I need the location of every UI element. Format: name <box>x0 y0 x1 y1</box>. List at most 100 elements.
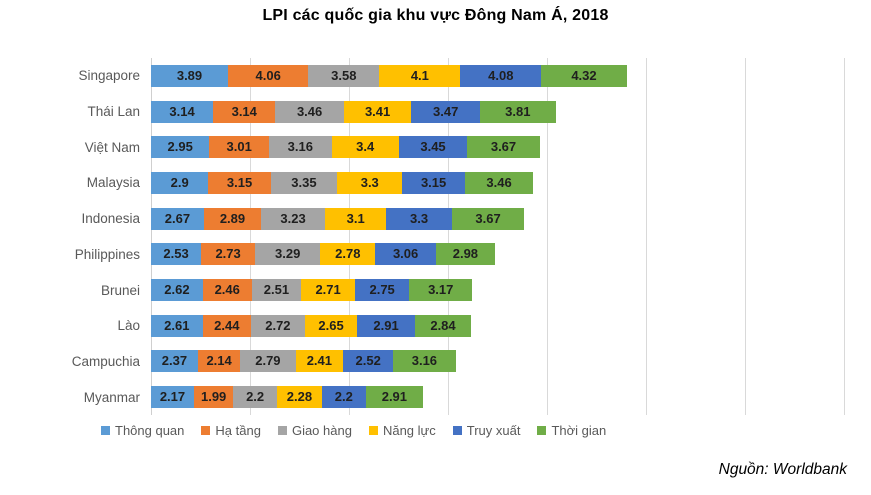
bar-segment: 2.65 <box>304 314 358 337</box>
category-label: Myanmar <box>83 389 140 405</box>
bar-segment: 2.37 <box>151 350 198 373</box>
bar-segment: 2.41 <box>295 350 344 373</box>
bar-value-label: 2.62 <box>164 282 190 298</box>
category-label: Brunei <box>100 282 140 298</box>
bar-value-label: 2.44 <box>214 317 240 333</box>
legend-marker-icon <box>452 425 462 435</box>
stacked-bar: 2.95 3.01 3.16 3.4 3.45 3.67 <box>151 136 540 159</box>
bar-segment: 2.89 <box>203 207 262 230</box>
stacked-bar: 2.17 1.99 2.2 2.28 2.2 2.91 <box>151 386 424 409</box>
bar-value-label: 2.98 <box>452 246 479 262</box>
bar-value-label: 2.84 <box>430 317 456 333</box>
legend-marker-icon <box>277 425 287 435</box>
bar-segment: 2.53 <box>151 243 202 266</box>
bar-segment: 2.78 <box>320 243 376 266</box>
bar-value-label: 3.46 <box>296 103 323 119</box>
bar-value-label: 3.81 <box>505 103 531 119</box>
category-label: Việt Nam <box>84 139 140 155</box>
bar-value-label: 3.3 <box>410 210 429 226</box>
bar-value-label: 2.67 <box>164 210 191 226</box>
bar-value-label: 2.46 <box>214 282 240 298</box>
bar-segment: 3.16 <box>269 136 332 159</box>
bar-segment: 4.08 <box>460 64 542 87</box>
bar-segment: 3.47 <box>411 100 481 123</box>
bar-value-label: 3.35 <box>291 174 317 190</box>
bar-value-label: 4.1 <box>410 67 429 83</box>
legend-marker-icon <box>101 425 110 435</box>
stacked-bar: 2.37 2.14 2.79 2.41 2.52 3.16 <box>151 350 456 373</box>
y-axis-line <box>151 58 152 415</box>
bar-value-label: 3.16 <box>287 139 313 155</box>
bar-value-label: 3.4 <box>356 139 375 155</box>
bar-segment: 2.44 <box>202 314 251 337</box>
gridline <box>547 58 548 415</box>
legend-label: Thời gian <box>551 422 607 438</box>
bar-segment: 3.06 <box>375 243 436 266</box>
bar-segment: 3.89 <box>151 64 229 87</box>
legend-label: Truy xuất <box>466 422 521 438</box>
legend-item: Giao hàng <box>277 423 352 438</box>
bar-segment: 3.81 <box>480 100 556 123</box>
bar-segment: 2.67 <box>151 207 204 230</box>
bar-segment: 2.73 <box>201 243 256 266</box>
bar-segment: 2.51 <box>251 279 302 302</box>
bar-value-label: 2.52 <box>355 353 381 369</box>
bar-segment: 2.91 <box>357 314 415 337</box>
bar-segment: 3.3 <box>386 207 452 230</box>
bar-value-label: 2.28 <box>286 389 313 405</box>
bar-segment: 3.45 <box>398 136 468 159</box>
bar-segment: 3.3 <box>337 171 403 194</box>
bar-segment: 3.46 <box>464 171 534 194</box>
bar-value-label: 2.37 <box>161 353 188 369</box>
bar-value-label: 2.95 <box>167 139 193 155</box>
legend-label: Hạ tầng <box>215 422 261 438</box>
bar-value-label: 3.46 <box>486 174 512 190</box>
bar-segment: 2.91 <box>365 386 424 409</box>
bar-segment: 2.46 <box>202 279 252 302</box>
bar-segment: 3.46 <box>275 100 344 123</box>
bar-segment: 2.17 <box>151 386 194 409</box>
bar-segment: 3.35 <box>270 171 338 194</box>
bar-row: Lào 2.61 2.44 2.72 2.65 2.91 2.84 <box>0 308 844 344</box>
bar-value-label: 3.06 <box>392 246 419 262</box>
bar-value-label: 3.15 <box>420 174 447 190</box>
bar-row: Việt Nam 2.95 3.01 3.16 3.4 3.45 3.67 <box>0 129 844 165</box>
legend: Thông quan Hạ tầng Giao hàng Năng lực Truy x… <box>101 420 606 440</box>
bar-value-label: 4.08 <box>488 67 514 83</box>
bar-value-label: 2.72 <box>265 317 291 333</box>
bar-segment: 4.1 <box>379 64 461 87</box>
bar-value-label: 3.14 <box>231 103 257 119</box>
bar-segment: 2.2 <box>233 386 277 409</box>
bar-segment: 2.52 <box>343 350 394 373</box>
bar-value-label: 2.17 <box>159 389 186 405</box>
category-label: Lào <box>117 318 140 334</box>
legend-item: Hạ tầng <box>201 423 261 438</box>
bar-value-label: 2.61 <box>164 317 190 333</box>
bar-segment: 3.14 <box>213 100 276 123</box>
bar-row: Malaysia 2.9 3.15 3.35 3.3 3.15 3.46 <box>0 165 844 201</box>
gridline <box>646 58 647 415</box>
gridline <box>250 58 251 415</box>
bar-row: Indonesia 2.67 2.89 3.23 3.1 3.3 3.67 <box>0 201 844 237</box>
bar-row: Campuchia 2.37 2.14 2.79 2.41 2.52 3.16 <box>0 344 844 380</box>
category-label: Thái Lan <box>87 104 140 120</box>
bar-value-label: 3.29 <box>275 246 301 262</box>
bar-value-label: 3.01 <box>226 139 252 155</box>
bar-segment: 3.1 <box>325 207 387 230</box>
bar-value-label: 2.53 <box>163 246 189 262</box>
bar-segment: 2.72 <box>250 314 305 337</box>
bar-value-label: 4.32 <box>571 67 597 83</box>
bar-value-label: 3.1 <box>346 210 365 226</box>
bar-segment: 2.98 <box>435 243 495 266</box>
bar-value-label: 2.41 <box>306 353 333 369</box>
bar-segment: 2.79 <box>240 350 296 373</box>
bar-value-label: 3.47 <box>433 103 459 119</box>
bar-row: Singapore 3.89 4.06 3.58 4.1 4.08 4.32 <box>0 58 844 94</box>
bar-value-label: 2.78 <box>335 246 361 262</box>
bar-segment: 3.4 <box>331 136 399 159</box>
legend-item: Truy xuất <box>452 422 521 438</box>
bar-segment: 4.06 <box>228 64 309 87</box>
bar-segment: 3.16 <box>393 350 456 373</box>
bar-segment: 3.41 <box>343 100 412 123</box>
